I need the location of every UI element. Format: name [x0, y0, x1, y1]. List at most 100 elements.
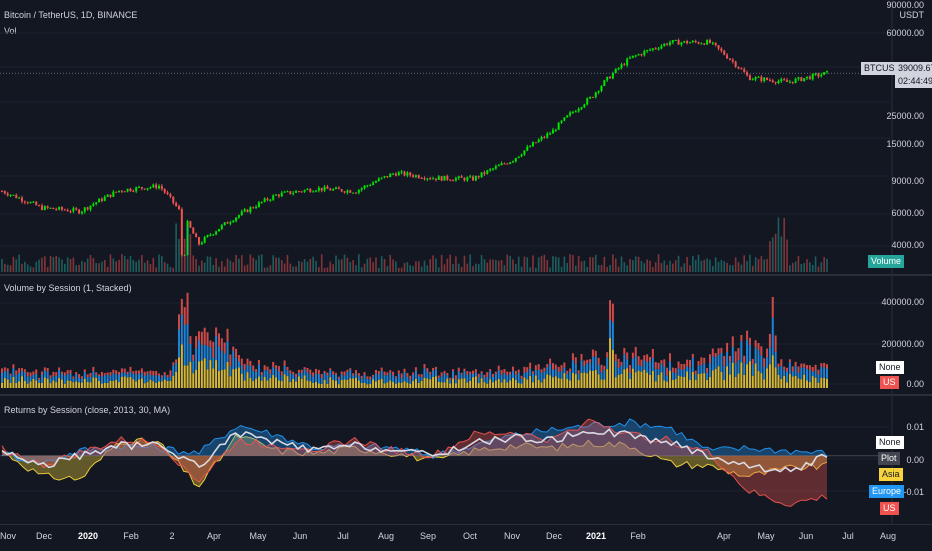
price-candle — [80, 211, 83, 214]
session-volume-bar-us — [623, 347, 626, 355]
session-volume-bar-asia — [120, 376, 123, 388]
session-volume-bar-asia — [643, 369, 646, 388]
time-axis[interactable] — [0, 524, 932, 551]
session-volume-bar-europe — [460, 374, 463, 379]
session-volume-bar-europe — [160, 377, 163, 382]
volume-bar — [229, 260, 232, 272]
price-candle — [460, 176, 463, 178]
pane-separator-2[interactable] — [0, 394, 932, 396]
session-volume-bar-asia — [794, 375, 797, 388]
price-candle — [457, 176, 460, 179]
session-volume-bar-asia — [414, 378, 417, 388]
session-volume-bar-europe — [189, 343, 192, 362]
session-volume-bar-europe — [297, 372, 300, 377]
session-volume-bar-us — [95, 372, 98, 375]
session-volume-bar-asia — [129, 376, 132, 388]
session-volume-bar-europe — [472, 374, 475, 378]
session-volume-bar-us — [180, 298, 183, 315]
session-volume-bar-us — [717, 348, 720, 355]
session-volume-bar-europe — [786, 371, 789, 383]
price-candle — [666, 43, 669, 45]
price-tick-6000: 6000.00 — [891, 208, 924, 218]
session-volume-bar-us — [551, 363, 554, 370]
session-volume-bar-us — [183, 307, 186, 326]
pane-separator-1[interactable] — [0, 274, 932, 276]
session-volume-bar-us — [369, 376, 372, 380]
session-volume-bar-asia — [303, 375, 306, 388]
session-volume-bar-europe — [586, 363, 589, 374]
volume-bar — [106, 266, 109, 272]
volume-bar — [209, 256, 212, 272]
session-volume-bar-us — [668, 353, 671, 362]
time-axis-label: Feb — [630, 531, 646, 541]
session-volume-bar-europe — [629, 373, 632, 379]
price-candle — [663, 43, 666, 46]
price-candle — [29, 202, 32, 204]
session-volume-bar-europe — [406, 376, 409, 383]
symbol-title: Bitcoin / TetherUS, 1D, BINANCE — [4, 10, 138, 20]
session-volume-bar-us — [343, 371, 346, 376]
session-volume-bar-us — [123, 368, 126, 373]
session-volume-bar-us — [346, 369, 349, 373]
session-volume-bar-europe — [360, 378, 363, 384]
session-volume-bar-europe — [220, 350, 223, 370]
session-volume-bar-us — [106, 372, 109, 375]
price-candle — [748, 75, 751, 81]
session-volume-bar-europe — [746, 339, 749, 365]
price-candle — [283, 191, 286, 193]
price-candle — [235, 217, 238, 221]
session-volume-bar-asia — [566, 378, 569, 388]
session-volume-bar-us — [486, 372, 489, 377]
session-volume-bar-us — [417, 374, 420, 377]
price-candle — [280, 192, 283, 197]
volume-bar — [232, 262, 235, 272]
session-volume-bar-europe — [149, 374, 152, 380]
session-volume-bar-asia — [803, 374, 806, 388]
volume-bar — [161, 256, 163, 272]
session-volume-bar-europe — [155, 375, 158, 383]
volume-bar — [769, 241, 771, 272]
price-candle — [720, 48, 723, 51]
volume-bar — [503, 265, 506, 272]
price-candle — [326, 186, 329, 189]
volume-bar — [189, 234, 192, 272]
session-volume-bar-us — [517, 369, 520, 373]
session-volume-bar-us — [303, 367, 306, 370]
session-volume-bar-asia — [66, 380, 69, 388]
price-candle — [620, 64, 623, 69]
price-candle — [514, 158, 517, 162]
session-volume-bar-asia — [700, 373, 703, 388]
session-volume-bar-us — [220, 338, 223, 351]
volume-bar — [358, 254, 360, 272]
volume-bar — [535, 267, 537, 272]
price-candle — [594, 92, 597, 98]
session-volume-bar-europe — [506, 375, 509, 383]
volume-bar — [689, 265, 691, 272]
volume-bar — [44, 256, 46, 272]
session-volume-bar-europe — [252, 370, 255, 381]
session-volume-bar-europe — [49, 377, 52, 384]
price-candle — [89, 205, 92, 210]
session-volume-bar-europe — [249, 366, 252, 378]
session-volume-bar-europe — [797, 372, 800, 379]
session-volume-bar-europe — [560, 371, 563, 379]
volume-bar — [826, 258, 828, 272]
session-volume-bar-asia — [409, 383, 412, 388]
session-volume-bar-asia — [383, 383, 386, 388]
volume-bar — [286, 254, 289, 272]
session-volume-bar-us — [255, 369, 258, 372]
session-volume-bar-us — [443, 370, 446, 374]
price-candle — [252, 207, 255, 209]
session-volume-bar-asia — [629, 378, 632, 388]
session-volume-bar-us — [506, 371, 509, 376]
volume-bar — [783, 217, 785, 272]
volume-bar — [623, 262, 626, 272]
session-volume-bar-europe — [634, 356, 637, 373]
session-volume-bar-us — [366, 376, 369, 379]
price-candle — [215, 231, 218, 235]
price-candle — [197, 237, 200, 245]
session-volume-bar-europe — [55, 375, 58, 383]
session-volume-bar-us — [35, 369, 38, 374]
session-volume-bar-europe — [32, 374, 35, 379]
